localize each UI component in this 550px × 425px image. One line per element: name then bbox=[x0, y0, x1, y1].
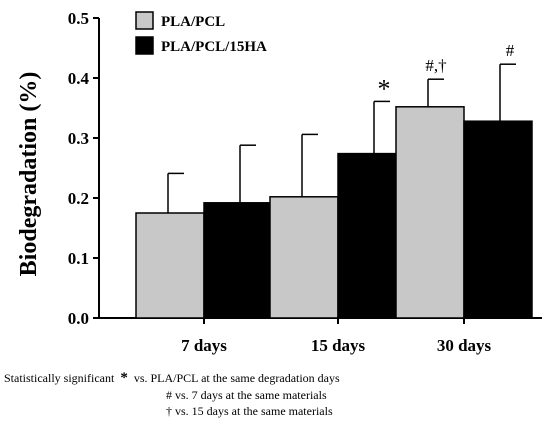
y-tick-label: 0.4 bbox=[68, 69, 90, 88]
bar-pla-pcl bbox=[135, 212, 205, 319]
y-axis-label: Biodegradation (%) bbox=[16, 72, 42, 277]
legend-swatch bbox=[135, 11, 154, 30]
bar-pla-pcl-15ha bbox=[203, 202, 273, 319]
y-tick-label: 0.5 bbox=[68, 9, 89, 28]
x-tick-label: 30 days bbox=[437, 336, 492, 355]
bar-pla-pcl-15ha bbox=[463, 120, 533, 319]
significance-marker: # bbox=[506, 41, 515, 60]
y-tick-label: 0.3 bbox=[68, 129, 89, 148]
bar-pla-pcl-15ha bbox=[337, 152, 407, 319]
bar-pla-pcl bbox=[269, 196, 339, 319]
legend-label: PLA/PCL/15HA bbox=[161, 39, 267, 55]
footnote-hash: # vs. 7 days at the same materials bbox=[166, 388, 327, 402]
footnote-asterisk-text: vs. PLA/PCL at the same degradation days bbox=[133, 371, 340, 385]
y-tick-label: 0.2 bbox=[68, 189, 89, 208]
significance-marker: * bbox=[378, 74, 391, 103]
footnote-prefix: Statistically significant bbox=[4, 371, 115, 385]
significance-marker: #,† bbox=[425, 56, 446, 75]
legend-swatch bbox=[135, 36, 154, 55]
x-tick-label: 15 days bbox=[311, 336, 366, 355]
legend-label: PLA/PCL bbox=[161, 14, 225, 30]
x-tick-label: 7 days bbox=[181, 336, 227, 355]
y-tick-label: 0.0 bbox=[68, 309, 89, 328]
footnote-asterisk: * bbox=[120, 370, 128, 386]
footnote-dagger: † vs. 15 days at the same materials bbox=[166, 404, 333, 418]
bar-chart: 0.0 0.1 0.2 0.3 0.4 0.5 Biodegradation (%) 7 da… bbox=[16, 9, 542, 355]
footnote-significance: Statistically significant * vs. PLA/PCL … bbox=[4, 370, 340, 386]
bar-pla-pcl bbox=[395, 106, 465, 319]
y-tick-label: 0.1 bbox=[68, 249, 89, 268]
